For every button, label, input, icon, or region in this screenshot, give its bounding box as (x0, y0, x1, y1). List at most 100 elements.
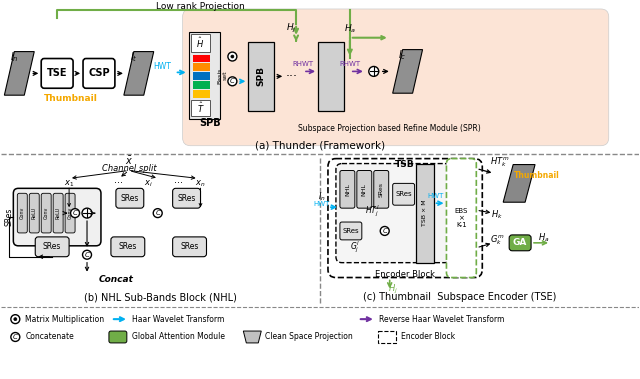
Text: $\hat{T}$: $\hat{T}$ (196, 101, 204, 115)
Bar (193, 63, 211, 71)
Text: Concat: Concat (99, 275, 133, 284)
Text: SPB: SPB (200, 118, 221, 128)
Polygon shape (4, 52, 35, 95)
Text: SPB: SPB (257, 66, 266, 86)
Text: Channel split: Channel split (102, 164, 156, 173)
Text: RHWT: RHWT (292, 61, 314, 67)
Text: CSP: CSP (88, 68, 110, 78)
Text: HWT: HWT (154, 62, 172, 71)
Text: Clean Space Projection: Clean Space Projection (265, 332, 353, 341)
Polygon shape (393, 50, 422, 93)
FancyBboxPatch shape (83, 58, 115, 88)
Polygon shape (124, 52, 154, 95)
FancyBboxPatch shape (53, 193, 63, 233)
Text: $x_i$: $x_i$ (145, 178, 153, 189)
Text: (a) Thunder (Framework): (a) Thunder (Framework) (255, 141, 385, 151)
Text: SRes: SRes (342, 228, 359, 234)
Polygon shape (243, 331, 261, 343)
Text: SRes: SRes (118, 242, 137, 251)
Text: SRes: SRes (180, 242, 199, 251)
Text: $HT_j^l$: $HT_j^l$ (365, 204, 379, 219)
FancyBboxPatch shape (17, 193, 28, 233)
Bar (191, 34, 211, 52)
Text: ReLU: ReLU (56, 207, 61, 219)
Circle shape (82, 208, 92, 218)
FancyBboxPatch shape (340, 171, 355, 208)
Text: SRes: SRes (177, 194, 196, 203)
FancyBboxPatch shape (393, 183, 415, 205)
Text: Thumbnail: Thumbnail (44, 94, 98, 103)
Text: $x_1$: $x_1$ (64, 178, 74, 189)
Bar (189, 32, 220, 119)
FancyBboxPatch shape (116, 188, 144, 208)
Text: $H_j$: $H_j$ (286, 22, 296, 35)
Text: SRes: SRes (43, 242, 61, 251)
Text: TSB × M: TSB × M (422, 200, 427, 226)
Text: $H_k$: $H_k$ (492, 209, 503, 221)
Text: C: C (382, 228, 387, 234)
FancyBboxPatch shape (41, 193, 51, 233)
Text: $HT_k^m$: $HT_k^m$ (490, 156, 509, 169)
Text: Reverse Haar Wavelet Transform: Reverse Haar Wavelet Transform (379, 315, 504, 324)
FancyBboxPatch shape (109, 331, 127, 343)
Text: $I_n$: $I_n$ (318, 190, 326, 202)
Circle shape (14, 318, 17, 321)
Text: TSE: TSE (47, 68, 67, 78)
Text: $G_k^m$: $G_k^m$ (490, 233, 504, 247)
FancyBboxPatch shape (65, 193, 75, 233)
Circle shape (11, 315, 20, 324)
Text: C: C (72, 210, 77, 216)
Text: $H_a$: $H_a$ (538, 232, 550, 244)
Bar (378, 331, 396, 343)
Text: GA: GA (513, 238, 527, 247)
Text: Conv: Conv (44, 207, 49, 219)
Text: Thumbnail: Thumbnail (514, 171, 560, 180)
Text: $x_n$: $x_n$ (195, 178, 206, 189)
Text: Matrix Multiplication: Matrix Multiplication (26, 315, 104, 324)
Text: TSB: TSB (395, 160, 415, 169)
Text: ···: ··· (115, 179, 124, 188)
Text: Global Attention Module: Global Attention Module (132, 332, 225, 341)
Text: $I_n$: $I_n$ (10, 51, 19, 64)
Circle shape (228, 77, 237, 86)
FancyBboxPatch shape (41, 58, 73, 88)
Circle shape (380, 227, 389, 235)
Text: SRes: SRes (379, 182, 384, 197)
Text: SRes: SRes (5, 208, 14, 226)
Circle shape (153, 209, 162, 218)
Bar (318, 42, 344, 111)
Circle shape (70, 209, 79, 218)
FancyBboxPatch shape (447, 158, 476, 277)
Text: Encoder Block: Encoder Block (374, 270, 435, 279)
Text: HWT: HWT (314, 201, 330, 207)
Text: Low rank Projection: Low rank Projection (156, 3, 245, 11)
Text: Conv: Conv (20, 207, 25, 219)
Text: Encoder Block: Encoder Block (401, 332, 455, 341)
Text: $I_t$: $I_t$ (130, 51, 138, 64)
Text: ···: ··· (174, 179, 183, 188)
Bar (193, 90, 211, 98)
FancyBboxPatch shape (182, 9, 609, 146)
Text: Haar Wavelet Transform: Haar Wavelet Transform (132, 315, 224, 324)
Text: $H_a$: $H_a$ (344, 22, 356, 35)
Text: $\hat{H}$: $\hat{H}$ (196, 35, 205, 50)
Text: C: C (84, 252, 90, 258)
Text: ReLU: ReLU (32, 207, 36, 219)
Polygon shape (503, 164, 535, 202)
Bar (193, 72, 211, 80)
Text: Basis
set: Basis set (217, 67, 228, 83)
FancyBboxPatch shape (336, 164, 451, 263)
Text: Concatenate: Concatenate (26, 332, 74, 341)
Text: $\bar{x}$: $\bar{x}$ (125, 155, 133, 167)
Text: (c) Thumbnail  Subspace Encoder (TSE): (c) Thumbnail Subspace Encoder (TSE) (363, 292, 556, 302)
Text: $I_c$: $I_c$ (398, 49, 407, 63)
Circle shape (231, 55, 234, 58)
FancyBboxPatch shape (328, 158, 483, 277)
FancyBboxPatch shape (173, 188, 200, 208)
Bar (191, 100, 211, 116)
Circle shape (228, 52, 237, 61)
Text: RHWT: RHWT (339, 61, 360, 67)
Bar (248, 42, 274, 111)
Text: SRes: SRes (121, 194, 139, 203)
FancyBboxPatch shape (29, 193, 39, 233)
